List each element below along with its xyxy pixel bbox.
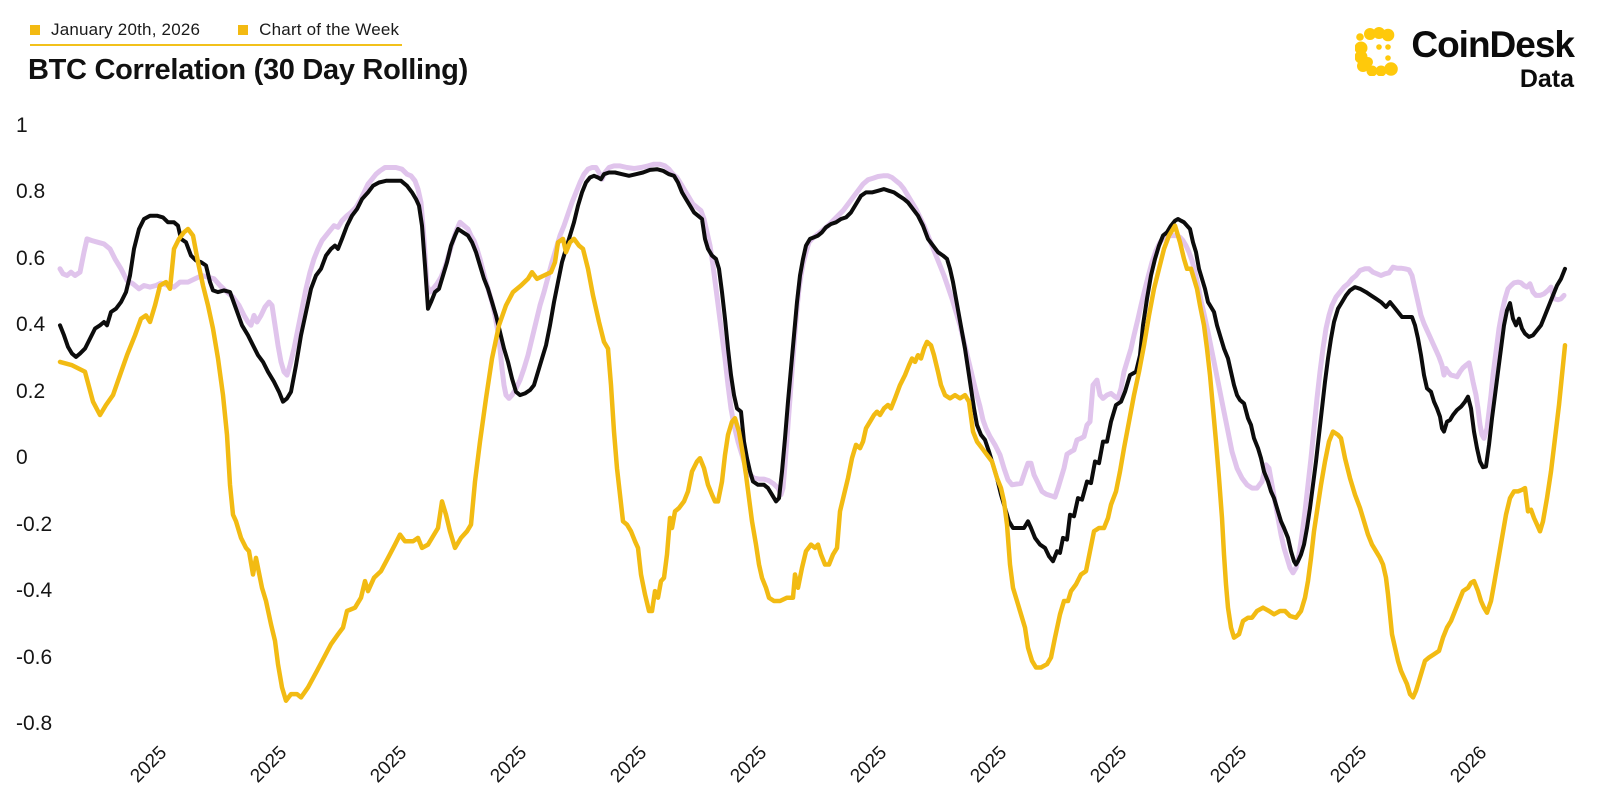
chart-date-item: January 20th, 2026 (30, 20, 200, 40)
y-axis-tick-label: -0.6 (16, 645, 53, 669)
y-axis-tick-label: 0.4 (16, 313, 46, 337)
y-axis-tick-label: 1 (16, 114, 28, 137)
chart-meta-row: January 20th, 2026 Chart of the Week (30, 20, 399, 40)
y-axis-tick-label: 0.6 (16, 246, 46, 270)
y-axis-tick-label: 0.2 (16, 379, 46, 403)
y-axis-tick-label: -0.8 (16, 711, 53, 735)
y-axis-tick-label: -0.4 (16, 579, 53, 603)
coindesk-wordmark: CoinDesk (1411, 24, 1575, 65)
chart-tag-label: Chart of the Week (259, 20, 400, 39)
coindesk-logo-text: CoinDesk Data (1411, 24, 1575, 93)
header-underline (30, 44, 402, 46)
chart-tag-item: Chart of the Week (238, 20, 399, 40)
yellow-square-bullet-icon (30, 25, 40, 35)
y-axis-tick-label: -0.2 (16, 512, 53, 536)
series-line-lavender (57, 161, 1567, 576)
coindesk-data-label: Data (1519, 65, 1574, 93)
series-line-black (58, 167, 1567, 567)
chart-title: BTC Correlation (30 Day Rolling) (28, 54, 468, 86)
coindesk-data-logo: CoinDesk Data (1355, 24, 1575, 93)
y-axis-tick-label: 0.8 (16, 180, 46, 204)
coindesk-logo-icon (1355, 27, 1399, 76)
yellow-square-bullet-icon (238, 25, 249, 35)
series-line-yellow (57, 223, 1568, 703)
chart-date-label: January 20th, 2026 (51, 20, 201, 39)
y-axis-tick-label: 0 (16, 446, 28, 470)
